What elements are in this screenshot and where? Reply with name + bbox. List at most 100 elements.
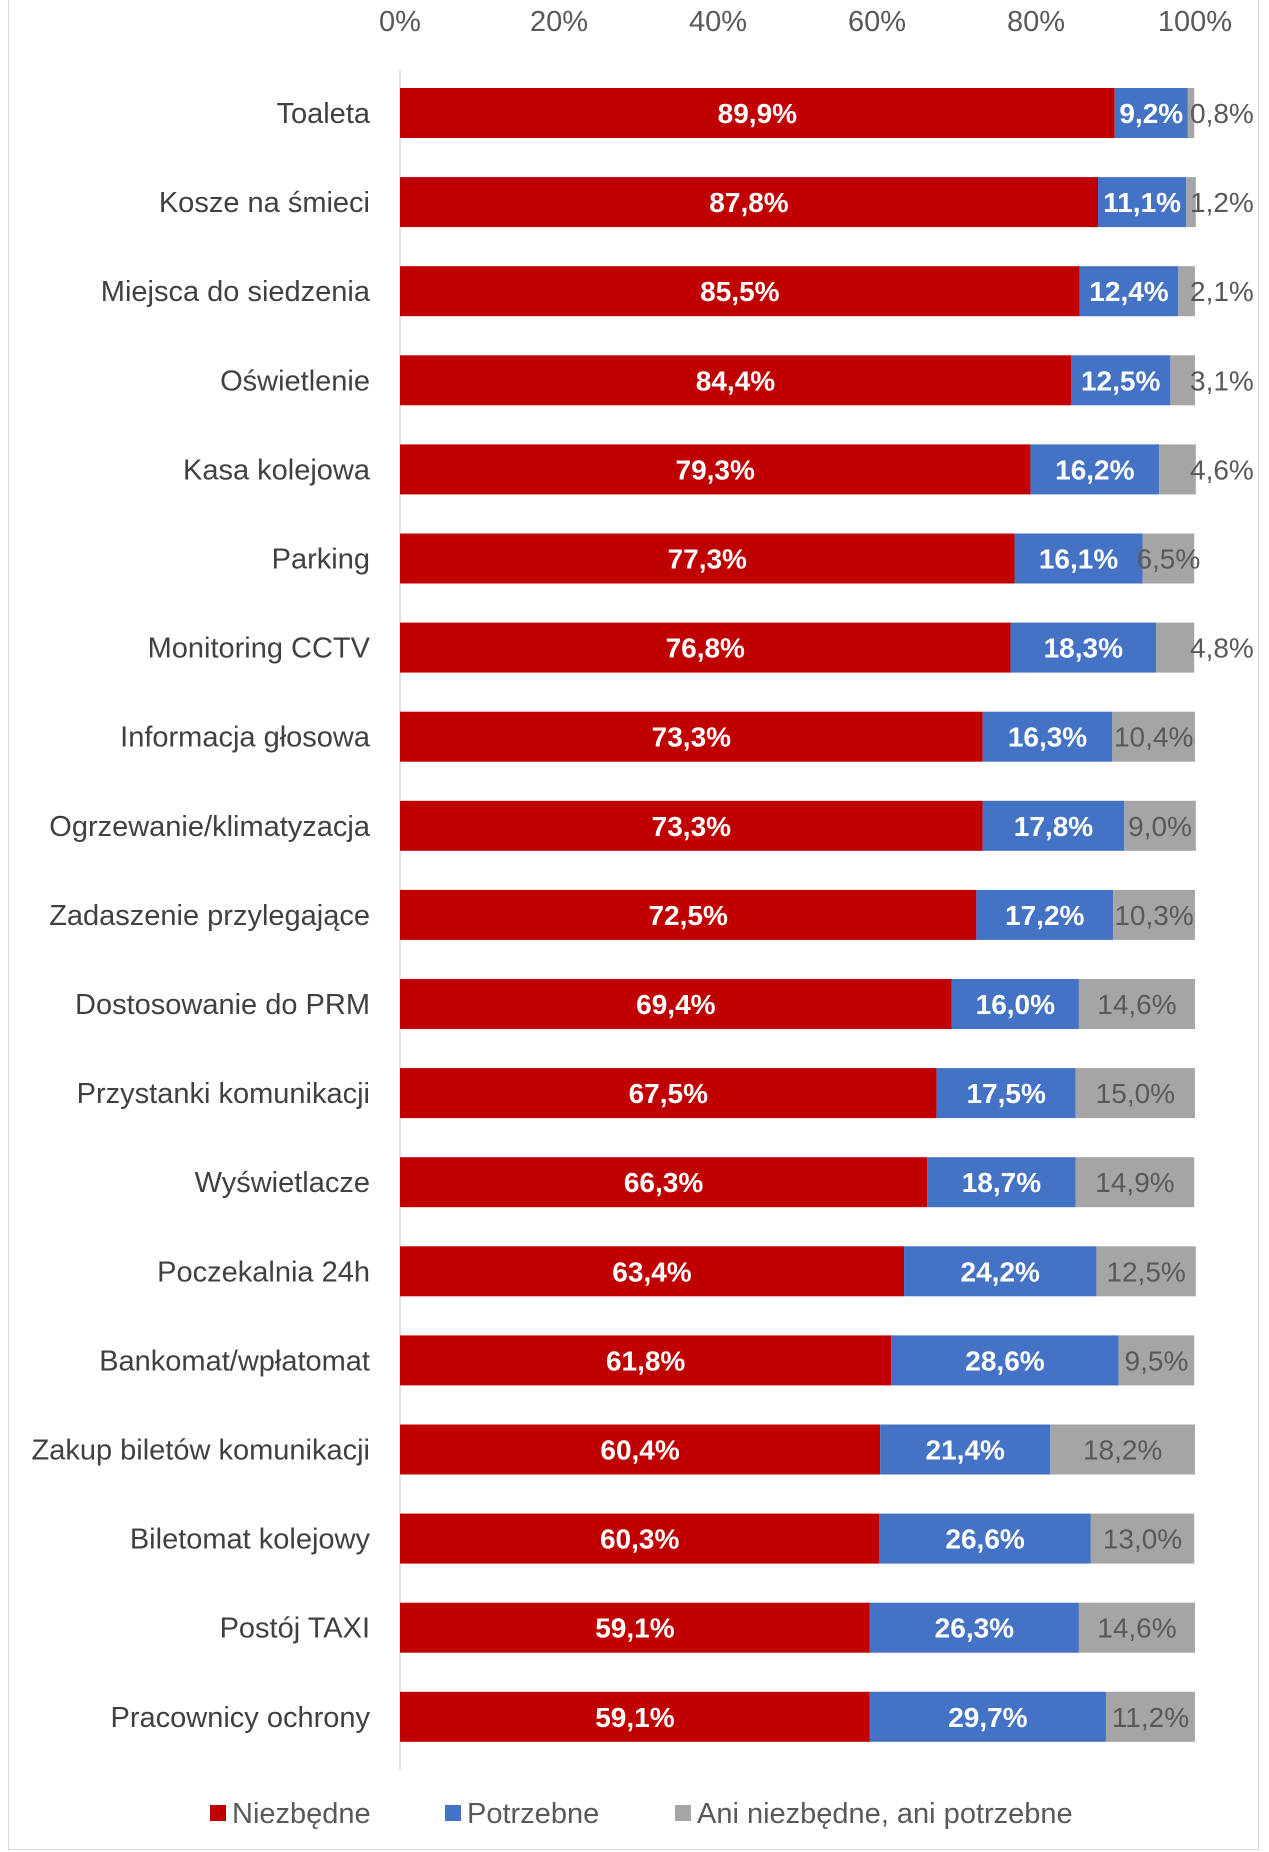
data-label: 60,4% bbox=[600, 1435, 679, 1466]
legend-label: Ani niezbędne, ani potrzebne bbox=[697, 1798, 1073, 1830]
bar-segment bbox=[936, 1068, 1076, 1119]
category-label: Poczekalnia 24h bbox=[157, 1256, 370, 1288]
data-label: 3,1% bbox=[1190, 365, 1254, 396]
category-label: Dostosowanie do PRM bbox=[75, 989, 370, 1021]
data-label: 61,8% bbox=[606, 1345, 685, 1376]
data-label: 12,4% bbox=[1089, 276, 1168, 307]
data-label: 18,7% bbox=[962, 1167, 1041, 1198]
data-labels: 89,9% 9,2% 0,8% 87,8% 11,1% 1,2% 85,5% 12,4% 2,1… bbox=[595, 98, 1254, 1733]
data-label: 77,3% bbox=[668, 544, 747, 575]
bar-segment bbox=[1078, 1602, 1195, 1653]
x-tick-label: 40% bbox=[689, 6, 747, 38]
category-label: Monitoring CCTV bbox=[148, 633, 371, 665]
bar-segment bbox=[1187, 88, 1195, 138]
data-label: 14,6% bbox=[1097, 989, 1176, 1020]
bar-segment bbox=[1170, 355, 1195, 406]
category-label: Kosze na śmieci bbox=[159, 187, 370, 219]
data-label: 17,2% bbox=[1005, 900, 1084, 931]
data-label: 26,3% bbox=[935, 1613, 1014, 1644]
data-label: 66,3% bbox=[624, 1167, 703, 1198]
bar-segment bbox=[1075, 1068, 1195, 1119]
data-label: 1,2% bbox=[1190, 187, 1254, 218]
category-label: Pracownicy ochrony bbox=[111, 1702, 371, 1734]
data-label: 12,5% bbox=[1081, 365, 1160, 396]
bar-segment bbox=[904, 1246, 1097, 1297]
data-label: 10,3% bbox=[1114, 900, 1193, 931]
bars bbox=[400, 88, 1196, 1742]
data-label: 59,1% bbox=[595, 1702, 674, 1733]
bar-segment bbox=[880, 1424, 1051, 1475]
data-label: 76,8% bbox=[666, 633, 745, 664]
data-label: 17,5% bbox=[966, 1078, 1045, 1109]
bar-segment bbox=[1030, 444, 1160, 495]
data-label: 9,0% bbox=[1128, 811, 1192, 842]
category-label: Przystanki komunikacji bbox=[77, 1078, 370, 1110]
bar-segment bbox=[1050, 1424, 1195, 1475]
bar-segment bbox=[1159, 444, 1196, 495]
legend-label: Potrzebne bbox=[467, 1798, 599, 1830]
data-label: 16,2% bbox=[1055, 454, 1134, 485]
data-label: 0,8% bbox=[1190, 98, 1254, 129]
bar-segment bbox=[879, 1513, 1091, 1564]
bar-segment bbox=[1124, 800, 1196, 851]
data-label: 18,2% bbox=[1083, 1435, 1162, 1466]
bar-segment bbox=[982, 711, 1113, 762]
bar-segment bbox=[1078, 979, 1195, 1029]
data-label: 59,1% bbox=[595, 1613, 674, 1644]
bar-segment bbox=[951, 979, 1079, 1029]
category-label: Bankomat/wpłatomat bbox=[99, 1345, 370, 1377]
category-label: Parking bbox=[272, 544, 370, 576]
data-label: 4,8% bbox=[1190, 633, 1254, 664]
bar-segment bbox=[1118, 1335, 1195, 1386]
category-label: Postój TAXI bbox=[220, 1613, 370, 1645]
x-tick-label: 0% bbox=[379, 6, 421, 38]
bar-segment bbox=[1105, 1691, 1195, 1742]
data-label: 29,7% bbox=[948, 1702, 1027, 1733]
data-label: 21,4% bbox=[926, 1435, 1005, 1466]
category-label: Kasa kolejowa bbox=[183, 454, 371, 486]
data-label: 85,5% bbox=[700, 276, 779, 307]
bar-segment bbox=[400, 1513, 880, 1564]
bar-segment bbox=[400, 88, 1115, 138]
bar-segment bbox=[1079, 266, 1179, 317]
bar-segment bbox=[1114, 88, 1188, 138]
bar-segment bbox=[400, 979, 952, 1029]
bar-segment bbox=[1014, 533, 1143, 584]
data-label: 73,3% bbox=[652, 722, 731, 753]
bar-segment bbox=[1096, 1246, 1196, 1297]
legend-swatch bbox=[675, 1805, 691, 1821]
category-label: Zadaszenie przylegające bbox=[49, 900, 370, 932]
data-label: 69,4% bbox=[636, 989, 715, 1020]
data-label: 16,1% bbox=[1039, 544, 1118, 575]
bar-segment bbox=[400, 533, 1015, 584]
bar-segment bbox=[1075, 1157, 1195, 1208]
category-label: Oświetlenie bbox=[220, 365, 370, 397]
bar-segment bbox=[869, 1602, 1079, 1653]
data-label: 73,3% bbox=[652, 811, 731, 842]
data-label: 89,9% bbox=[718, 98, 797, 129]
bar-segment bbox=[1178, 266, 1195, 317]
bar-segment bbox=[1070, 355, 1171, 406]
data-label: 87,8% bbox=[709, 187, 788, 218]
data-label: 17,8% bbox=[1014, 811, 1093, 842]
bar-segment bbox=[927, 1157, 1076, 1208]
data-label: 12,5% bbox=[1106, 1256, 1185, 1287]
bar-segment bbox=[1156, 622, 1195, 673]
data-label: 9,2% bbox=[1119, 98, 1183, 129]
bar-segment bbox=[1010, 622, 1157, 673]
bar-segment bbox=[400, 1691, 870, 1742]
bar-segment bbox=[891, 1335, 1119, 1386]
data-label: 26,6% bbox=[945, 1524, 1024, 1555]
bar-segment bbox=[400, 1246, 905, 1297]
legend-swatch bbox=[445, 1805, 461, 1821]
category-label: Ogrzewanie/klimatyzacja bbox=[49, 811, 371, 843]
data-label: 11,1% bbox=[1103, 187, 1181, 218]
data-label: 11,2% bbox=[1112, 1702, 1189, 1733]
bar-segment bbox=[400, 1068, 937, 1119]
data-label: 9,5% bbox=[1125, 1345, 1189, 1376]
bar-segment bbox=[400, 1424, 881, 1475]
bar-segment bbox=[400, 622, 1011, 673]
x-tick-label: 100% bbox=[1158, 6, 1232, 38]
x-tick-label: 60% bbox=[848, 6, 906, 38]
